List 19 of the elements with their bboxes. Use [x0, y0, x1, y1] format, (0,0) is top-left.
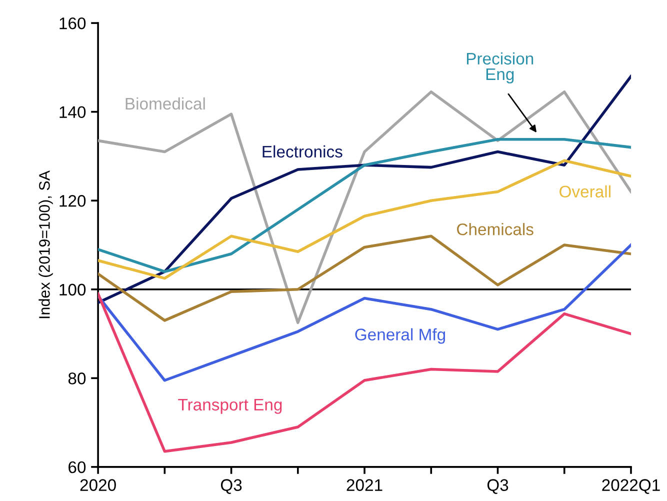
series-label: Chemicals	[457, 223, 534, 236]
x-tick-label: 2021	[346, 479, 382, 491]
y-tick-label: 60	[68, 461, 86, 474]
series-label: Biomedical	[126, 97, 205, 110]
y-axis-title: Index (2019=100), SA	[38, 170, 53, 318]
y-tick-label: 80	[68, 372, 86, 384]
series-label: Overall	[560, 185, 610, 198]
y-tick-label: 100	[60, 284, 86, 296]
x-tick-label: 2022Q1	[602, 479, 660, 494]
series-label: Electronics	[262, 145, 342, 158]
x-tick-label: Q3	[220, 479, 242, 494]
x-tick-label: Q3	[487, 479, 508, 494]
series-label: General Mfg	[355, 328, 446, 344]
series-label: Transport Eng	[178, 398, 282, 414]
x-tick-label: 2020	[80, 479, 116, 491]
y-tick-label: 160	[60, 17, 86, 30]
y-tick-label: 140	[60, 106, 86, 118]
text: Precision Eng	[466, 52, 534, 84]
y-tick-label: 120	[60, 195, 86, 207]
